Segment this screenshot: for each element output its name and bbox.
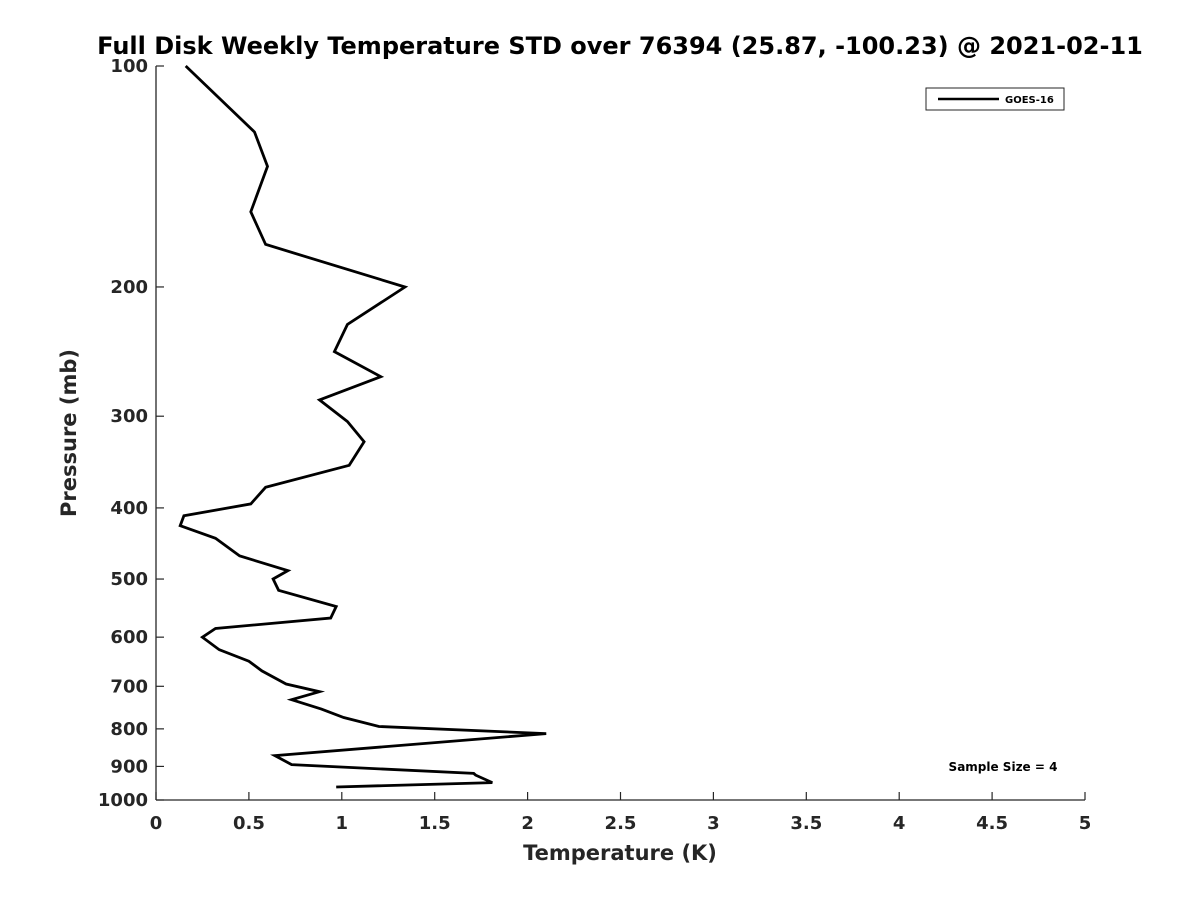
y-tick-label: 500: [110, 569, 148, 590]
x-tick-label: 3: [707, 813, 720, 834]
legend: GOES-16: [925, 87, 1065, 111]
y-tick-label: 700: [110, 676, 148, 697]
y-tick-label: 600: [110, 627, 148, 648]
x-tick-label: 0.5: [233, 813, 265, 834]
x-tick-label: 4: [893, 813, 906, 834]
legend-label: GOES-16: [1005, 95, 1054, 106]
x-tick-label: 0: [150, 813, 163, 834]
x-tick-label: 4.5: [976, 813, 1008, 834]
y-tick-label: 300: [110, 406, 148, 427]
series-line-goes-16: [178, 64, 547, 789]
y-tick-label: 400: [110, 498, 148, 519]
sample-size-annotation: Sample Size = 4: [949, 760, 1058, 774]
y-ticks: 100 200 300 400 500 600 700 800 900 1000: [98, 56, 164, 811]
y-tick-label: 200: [110, 277, 148, 298]
x-ticks: 0 0.5 1 1.5 2 2.5 3 3.5 4 4.5 5: [150, 792, 1092, 834]
y-tick-label: 100: [110, 56, 148, 77]
x-tick-label: 2.5: [605, 813, 637, 834]
x-axis-label: Temperature (K): [523, 841, 717, 865]
x-tick-label: 1: [336, 813, 349, 834]
series-layer: [178, 64, 547, 789]
chart-title: Full Disk Weekly Temperature STD over 76…: [97, 32, 1143, 60]
y-axis-label: Pressure (mb): [57, 349, 81, 517]
x-tick-label: 3.5: [790, 813, 822, 834]
y-tick-label: 900: [110, 756, 148, 777]
axes: [155, 66, 1085, 801]
y-tick-label: 1000: [98, 790, 148, 811]
y-tick-label: 800: [110, 719, 148, 740]
x-tick-label: 1.5: [419, 813, 451, 834]
x-tick-label: 5: [1079, 813, 1092, 834]
x-tick-label: 2: [521, 813, 534, 834]
